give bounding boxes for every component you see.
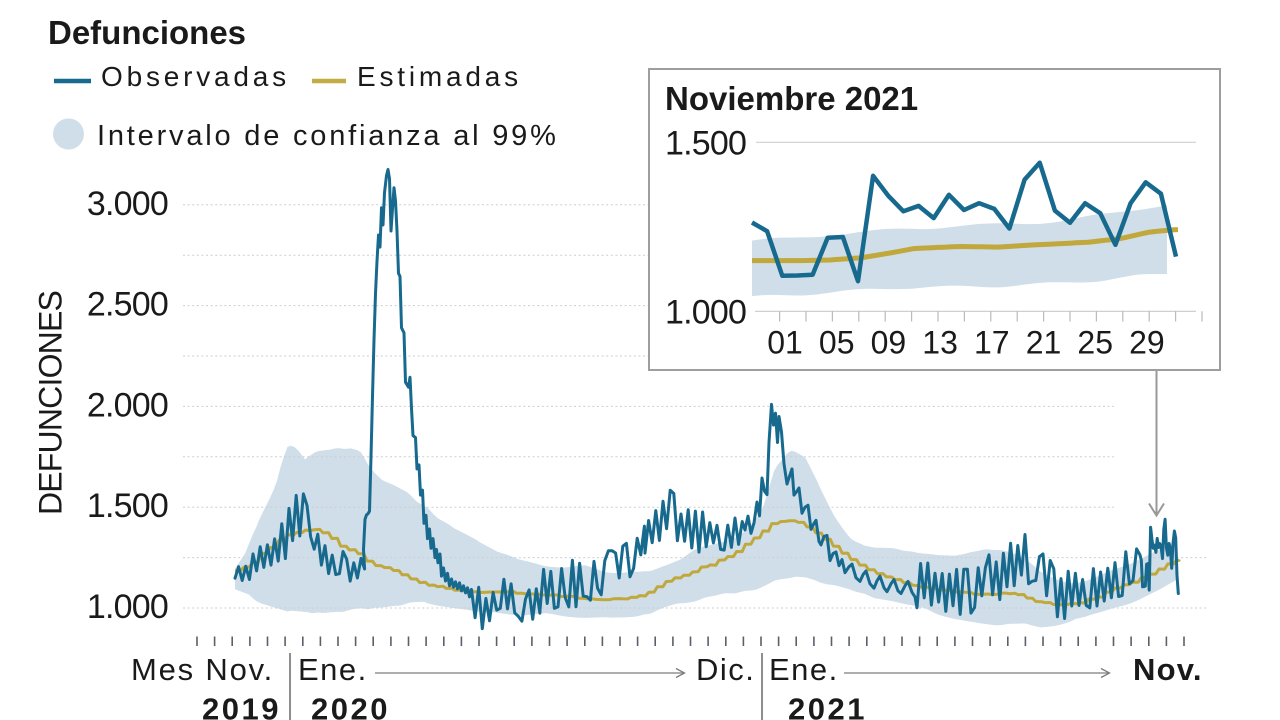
svg-text:Dic.: Dic. xyxy=(696,652,755,687)
svg-text:25: 25 xyxy=(1077,325,1113,361)
svg-text:2.000: 2.000 xyxy=(87,386,168,424)
svg-text:DEFUNCIONES: DEFUNCIONES xyxy=(33,291,69,515)
svg-text:Mes Nov.: Mes Nov. xyxy=(131,652,274,687)
svg-text:3.000: 3.000 xyxy=(87,185,168,223)
svg-text:Ene.: Ene. xyxy=(298,652,368,687)
svg-text:Estimadas: Estimadas xyxy=(357,61,522,92)
svg-text:2020: 2020 xyxy=(311,692,390,720)
svg-text:2019: 2019 xyxy=(202,692,281,720)
svg-text:2021: 2021 xyxy=(788,692,867,720)
svg-text:Nov.: Nov. xyxy=(1133,652,1203,687)
svg-text:13: 13 xyxy=(922,325,958,361)
svg-text:05: 05 xyxy=(819,325,855,361)
svg-text:2.500: 2.500 xyxy=(87,286,168,324)
svg-text:17: 17 xyxy=(974,325,1010,361)
svg-text:Observadas: Observadas xyxy=(101,61,290,92)
svg-text:1.000: 1.000 xyxy=(87,588,168,626)
svg-text:21: 21 xyxy=(1026,325,1062,361)
svg-text:Intervalo de confianza al 99%: Intervalo de confianza al 99% xyxy=(97,120,559,152)
svg-text:09: 09 xyxy=(871,325,907,361)
svg-text:1.000: 1.000 xyxy=(665,293,746,331)
svg-text:1.500: 1.500 xyxy=(87,487,168,525)
svg-text:Noviembre 2021: Noviembre 2021 xyxy=(665,80,918,117)
svg-text:Ene.: Ene. xyxy=(769,652,839,687)
svg-text:Defunciones: Defunciones xyxy=(48,14,246,51)
svg-text:01: 01 xyxy=(767,325,803,361)
svg-text:29: 29 xyxy=(1129,325,1165,361)
svg-text:1.500: 1.500 xyxy=(665,124,746,162)
